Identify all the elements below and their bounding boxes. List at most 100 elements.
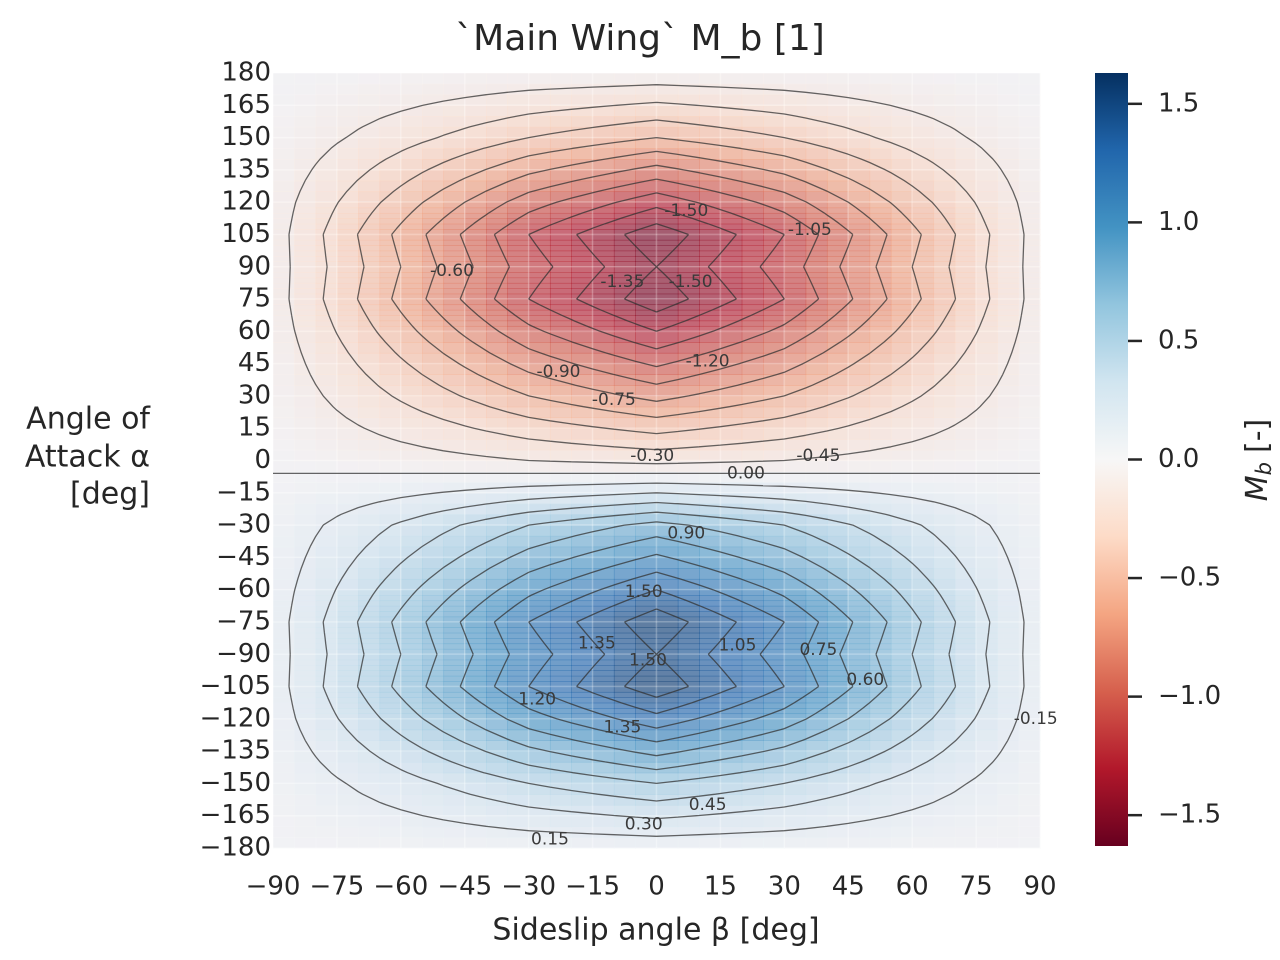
- heatmap-cell: [273, 73, 295, 85]
- contour-label: 1.05: [719, 636, 757, 656]
- heatmap-cell: [507, 783, 530, 795]
- heatmap-cell: [976, 239, 998, 246]
- heatmap-cell: [763, 137, 785, 149]
- heatmap-cell: [294, 299, 317, 306]
- heatmap-cell: [699, 250, 722, 257]
- heatmap-cell: [954, 557, 977, 569]
- heatmap-cell: [805, 137, 828, 149]
- heatmap-cell: [613, 826, 636, 838]
- heatmap-cell: [486, 299, 508, 306]
- heatmap-cell: [613, 282, 636, 289]
- heatmap-cell: [422, 202, 445, 209]
- heatmap-cell: [677, 148, 700, 160]
- heatmap-cell: [486, 595, 508, 602]
- heatmap-cell: [592, 697, 615, 704]
- heatmap-cell: [848, 449, 871, 462]
- heatmap-cell: [954, 105, 977, 117]
- heatmap-cell: [613, 180, 636, 193]
- heatmap-cell: [379, 525, 402, 537]
- heatmap-cell: [507, 621, 530, 628]
- heatmap-cell: [954, 282, 977, 289]
- heatmap-cell: [528, 374, 551, 386]
- heatmap-cell: [400, 202, 423, 209]
- heatmap-cell: [997, 589, 1020, 596]
- heatmap-cell: [1018, 503, 1041, 515]
- heatmap-cell: [549, 686, 572, 693]
- heatmap-cell: [635, 621, 658, 628]
- heatmap-cell: [997, 546, 1020, 558]
- heatmap-cell: [848, 643, 871, 650]
- heatmap-cell: [890, 245, 913, 252]
- heatmap-cell: [954, 331, 977, 343]
- heatmap-cell: [571, 148, 594, 160]
- heatmap-cell: [315, 277, 338, 284]
- heatmap-cell: [997, 320, 1020, 327]
- heatmap-cell: [890, 621, 913, 628]
- heatmap-cell: [528, 331, 551, 343]
- heatmap-cell: [400, 503, 423, 515]
- heatmap-cell: [826, 751, 849, 763]
- heatmap-cell: [273, 325, 295, 332]
- heatmap-cell: [336, 304, 359, 311]
- heatmap-cell: [848, 686, 871, 693]
- heatmap-cell: [379, 708, 402, 715]
- heatmap-cell: [720, 266, 743, 273]
- heatmap-cell: [869, 299, 892, 306]
- heatmap-cell: [358, 428, 381, 440]
- heatmap-cell: [400, 293, 423, 300]
- heatmap-cell: [400, 218, 423, 225]
- heatmap-cell: [336, 282, 359, 289]
- heatmap-cell: [379, 578, 402, 591]
- heatmap-cell: [826, 266, 849, 273]
- heatmap-cell: [273, 406, 295, 419]
- heatmap-cell: [976, 449, 998, 462]
- heatmap-cell: [422, 325, 445, 332]
- heatmap-cell: [379, 212, 402, 219]
- heatmap-cell: [613, 627, 636, 634]
- heatmap-cell: [379, 320, 402, 327]
- heatmap-cell: [379, 304, 402, 311]
- heatmap-cell: [720, 632, 743, 639]
- contour-label: -0.90: [536, 362, 580, 382]
- heatmap-cell: [677, 363, 700, 375]
- heatmap-cell: [784, 293, 807, 300]
- heatmap-cell: [826, 83, 849, 96]
- heatmap-cell: [784, 223, 807, 230]
- heatmap-cell: [507, 363, 530, 375]
- heatmap-cell: [273, 713, 295, 720]
- heatmap-cell: [997, 621, 1020, 628]
- heatmap-cell: [741, 169, 764, 182]
- heatmap-cell: [912, 772, 935, 785]
- heatmap-cell: [592, 331, 615, 343]
- heatmap-cell: [890, 169, 913, 182]
- heatmap-cell: [784, 713, 807, 720]
- heatmap-cell: [699, 681, 722, 688]
- heatmap-cell: [571, 600, 594, 607]
- heatmap-cell: [890, 212, 913, 219]
- contour-line: [273, 472, 1040, 475]
- heatmap-cell: [549, 578, 572, 591]
- heatmap-cell: [486, 605, 508, 612]
- heatmap-cell: [635, 648, 658, 655]
- heatmap-cell: [933, 492, 956, 505]
- heatmap-cell: [954, 438, 977, 451]
- heatmap-cell: [358, 708, 381, 715]
- heatmap-cell: [784, 83, 807, 96]
- contour-label: -1.05: [788, 220, 832, 240]
- heatmap-cell: [741, 681, 764, 688]
- heatmap-cell: [507, 638, 530, 645]
- contour-label: 1.20: [518, 689, 556, 709]
- heatmap-cell: [358, 266, 381, 273]
- heatmap-cell: [954, 299, 977, 306]
- heatmap-cell: [635, 627, 658, 634]
- heatmap-cell: [273, 525, 295, 537]
- heatmap-cell: [613, 293, 636, 300]
- heatmap-cell: [826, 632, 849, 639]
- heatmap-cell: [315, 105, 338, 117]
- heatmap-cell: [741, 212, 764, 219]
- heatmap-cell: [486, 794, 508, 806]
- heatmap-cell: [443, 126, 466, 139]
- y-tick-label: 0: [254, 445, 271, 475]
- heatmap-cell: [699, 320, 722, 327]
- heatmap-cell: [336, 621, 359, 628]
